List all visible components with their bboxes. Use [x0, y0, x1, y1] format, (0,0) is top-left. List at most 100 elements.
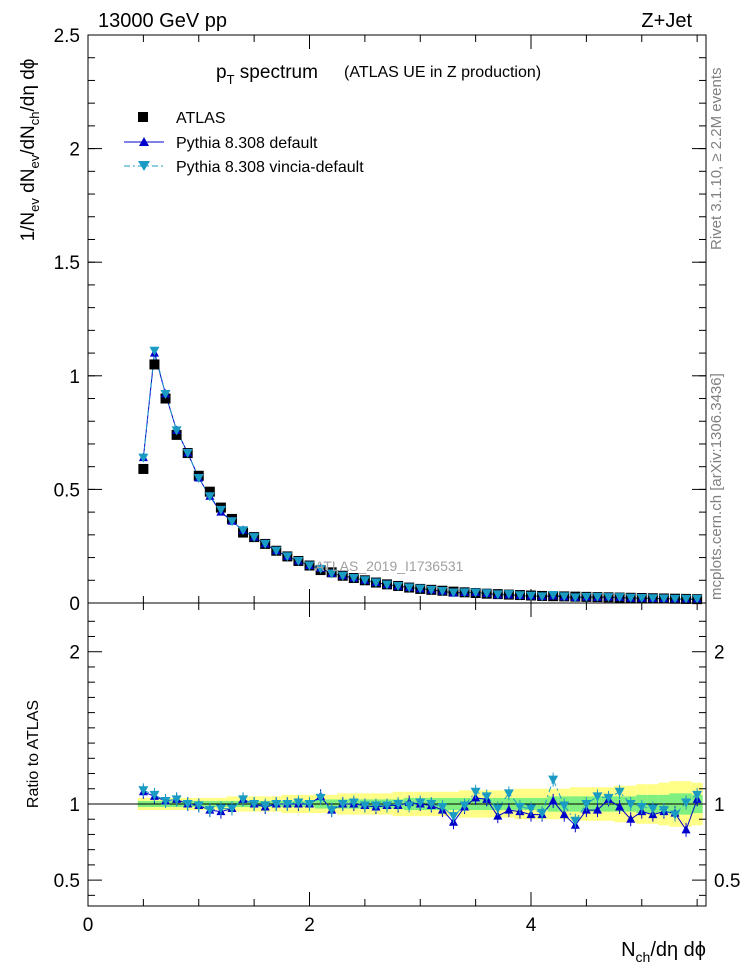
x-tick-label: 4 [526, 915, 537, 936]
ratio-point-mc2 [548, 775, 559, 785]
ratio-point-mc1 [559, 809, 569, 819]
data-point-mc2 [603, 593, 614, 603]
ratio-point-mc2 [315, 793, 326, 803]
analysis-watermark: ATLAS_2019_I1736531 [315, 558, 464, 574]
data-point-mc2 [614, 593, 625, 603]
ratio-point-mc1 [615, 802, 625, 811]
ratio-point-mc2 [526, 804, 537, 814]
ratio-point-mc2 [426, 799, 437, 809]
mcplots-info: mcplots.cern.ch [arXiv:1306.3436] [708, 373, 725, 600]
data-point-mc2 [570, 593, 581, 603]
data-point-mc2 [326, 569, 337, 579]
data-point-mc2 [282, 552, 293, 562]
ratio-point-mc2 [448, 812, 459, 822]
ratio-point-mc2 [249, 799, 260, 809]
main-ytick-label: 2.5 [54, 26, 80, 47]
data-point-mc2 [658, 594, 669, 604]
legend-label-atlas: ATLAS [176, 110, 226, 127]
ratio-point-mc2 [171, 795, 182, 805]
main-panel-points [138, 346, 703, 605]
ratio-point-mc2 [404, 801, 415, 811]
ratio-point-mc2 [370, 801, 381, 811]
main-ytick-label: 1 [69, 367, 80, 388]
ratio-point-mc2 [603, 793, 614, 803]
main-ytick-label: 1.5 [54, 253, 80, 274]
ratio-point-mc2 [204, 806, 215, 816]
ratio-point-mc2 [415, 798, 426, 808]
data-point-mc2 [415, 584, 426, 594]
ratio-point-mc2 [282, 799, 293, 809]
ratio-point-mc2 [226, 804, 237, 814]
ratio-point-mc2 [481, 792, 492, 802]
data-point-mc2 [526, 591, 537, 601]
ratio-point-mc1 [592, 805, 602, 814]
data-point-mc2 [149, 346, 160, 356]
data-point-mc2 [681, 594, 692, 604]
ratio-point-mc2 [625, 799, 636, 809]
y-axis-label-main: 1/Nev dNev/dNch/dη dϕ [18, 59, 42, 242]
ratio-point-mc2 [570, 816, 581, 826]
data-point-atlas [149, 359, 160, 370]
ratio-point-mc2 [193, 801, 204, 811]
ratio-point-mc2 [337, 799, 348, 809]
main-ytick-label: 0 [69, 594, 80, 615]
data-point-mc2 [382, 580, 393, 590]
ratio-point-mc2 [260, 801, 271, 811]
data-point-mc2 [359, 576, 370, 586]
main-panel-axes: 0 0.5 1 1.5 2 2.5 [54, 26, 707, 615]
data-point-mc2 [315, 564, 326, 574]
ratio-point-mc2 [160, 796, 171, 806]
ratio-point-mc2 [359, 801, 370, 811]
data-point-mc2 [503, 590, 514, 600]
data-point-mc2 [636, 594, 647, 604]
ratio-ytick-label: 0.5 [54, 871, 80, 892]
legend-label-mc1: Pythia 8.308 default [176, 135, 318, 152]
ratio-point-mc2 [692, 790, 703, 800]
data-point-mc2 [437, 586, 448, 596]
data-point-mc2 [426, 585, 437, 595]
data-point-mc2 [171, 426, 182, 436]
data-point-mc2 [625, 593, 636, 603]
rivet-info: Rivet 3.1.10, ≥ 2.2M events [708, 67, 725, 251]
data-point-mc2 [160, 389, 171, 399]
legend: ATLAS Pythia 8.308 default Pythia 8.308 … [124, 110, 364, 176]
process-label: Z+Jet [641, 10, 692, 32]
data-point-mc2 [647, 594, 658, 604]
ratio-point-mc2 [238, 795, 249, 805]
data-point-mc2 [370, 578, 381, 588]
legend-marker-mc2 [138, 161, 150, 171]
data-point-atlas [138, 463, 149, 474]
legend-marker-mc1 [139, 137, 149, 146]
ratio-point-mc1 [504, 805, 514, 814]
ratio-point-mc2 [459, 801, 470, 811]
data-point-mc2 [537, 592, 548, 602]
chart-title-note: (ATLAS UE in Z production) [344, 64, 541, 81]
data-point-mc2 [138, 453, 149, 463]
ratio-point-mc2 [393, 799, 404, 809]
data-point-mc2 [692, 594, 703, 604]
data-point-mc2 [293, 556, 304, 566]
ratio-ytick-label-right: 0.5 [714, 871, 740, 892]
data-point-mc2 [404, 583, 415, 593]
ratio-panel-frame [87, 602, 707, 907]
legend-label-mc2: Pythia 8.308 vincia-default [176, 159, 364, 176]
data-point-mc2 [337, 571, 348, 581]
data-point-mc2 [492, 590, 503, 600]
ratio-point-mc2 [215, 804, 226, 814]
ratio-point-mc2 [182, 799, 193, 809]
data-point-mc2 [592, 592, 603, 602]
ratio-ytick-label-right: 1 [714, 795, 725, 816]
data-point-mc2 [481, 589, 492, 599]
data-point-mc2 [304, 561, 315, 571]
ratio-point-mc2 [348, 798, 359, 808]
ratio-point-mc2 [271, 799, 282, 809]
data-point-mc2 [448, 588, 459, 598]
ratio-point-mc2 [647, 804, 658, 814]
ratio-point-mc2 [437, 803, 448, 813]
ratio-point-mc2 [681, 798, 692, 808]
ratio-point-mc2 [514, 803, 525, 813]
data-point-mc2 [215, 505, 226, 515]
beam-label: 13000 GeV pp [98, 10, 227, 32]
ratio-point-mc2 [149, 790, 160, 800]
